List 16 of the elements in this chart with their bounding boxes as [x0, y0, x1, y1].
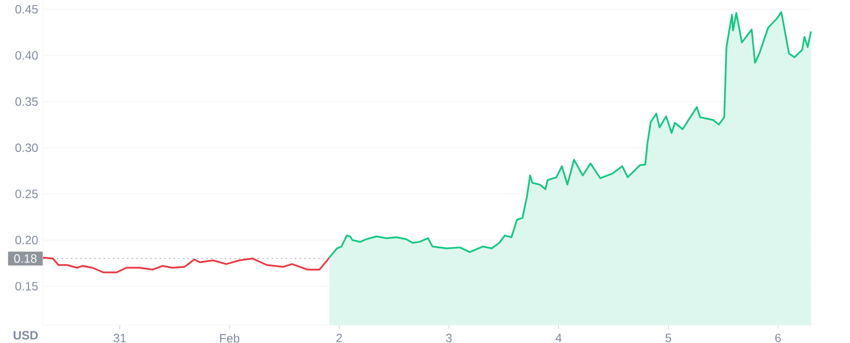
y-tick-label: 0.30 — [15, 143, 38, 152]
y-tick-label: 0.35 — [15, 97, 38, 106]
y-tick-label: 0.45 — [15, 4, 38, 14]
x-tick-label: 6 — [775, 334, 781, 342]
y-axis-title: USD — [14, 331, 38, 340]
x-tick-label: Feb — [220, 334, 240, 343]
x-tick-label: 31 — [114, 334, 126, 342]
y-tick-label: 0.20 — [15, 236, 38, 244]
y-tick-label: 0.25 — [15, 190, 38, 198]
x-tick-label: 2 — [336, 334, 342, 342]
x-tick-label: 5 — [665, 334, 672, 342]
ref-line-label: 0.18 — [14, 254, 37, 263]
x-tick-label: 3 — [446, 334, 452, 342]
y-tick-label: 0.15 — [15, 282, 38, 290]
y-tick-label: 0.40 — [15, 51, 38, 60]
x-tick-label: 4 — [556, 334, 562, 342]
